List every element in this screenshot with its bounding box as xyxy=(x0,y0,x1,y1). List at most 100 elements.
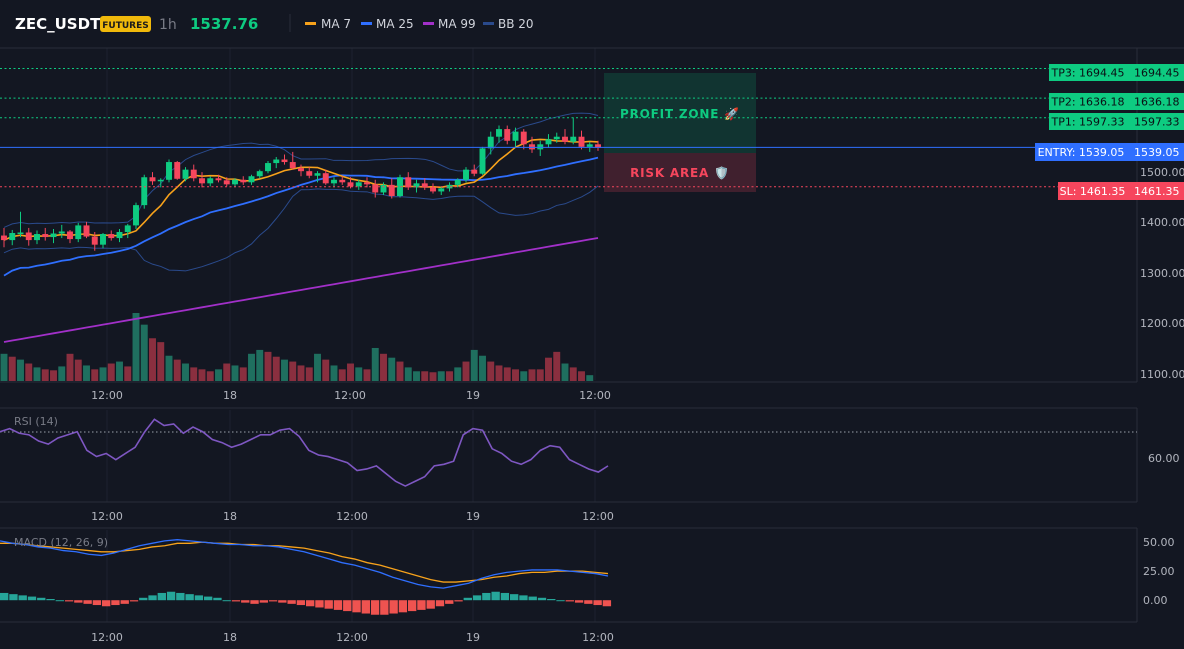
time-axis-macd[interactable]: 12:00 18 12:00 19 12:00 xyxy=(91,631,614,644)
volume-bar xyxy=(429,372,437,381)
volume-bar xyxy=(380,353,387,381)
price-tick: 1200.00 xyxy=(1140,317,1184,330)
macd-histogram-bar xyxy=(111,600,120,606)
volume-bar xyxy=(33,367,41,381)
macd-histogram-bar xyxy=(18,595,27,601)
time-axis-rsi[interactable]: 12:00 18 12:00 19 12:00 xyxy=(91,510,614,523)
candle-body xyxy=(232,179,238,185)
last-price: 1537.76 xyxy=(190,15,258,33)
candle-body xyxy=(67,231,73,240)
time-tick: 12:00 xyxy=(582,631,614,644)
volume-bar xyxy=(124,366,132,381)
candle xyxy=(562,129,568,145)
sl-tag-label: SL: 1461.35 xyxy=(1060,185,1126,198)
candle xyxy=(83,221,90,239)
volume-bar xyxy=(413,371,420,381)
entry-tag[interactable]: ENTRY: 1539.05 1539.05 xyxy=(1035,143,1184,161)
macd-histogram-bar xyxy=(491,591,500,601)
macd-histogram-bar xyxy=(157,592,166,601)
macd-histogram-bar xyxy=(380,600,389,615)
profit-zone-label: PROFIT ZONE 🚀 xyxy=(620,107,740,121)
time-tick: 12:00 xyxy=(334,389,366,402)
legend-item-ma25[interactable]: MA 25 xyxy=(361,17,414,31)
macd-histogram-bar xyxy=(333,600,343,610)
legend-label-ma7: MA 7 xyxy=(321,17,351,31)
candle-body xyxy=(446,184,453,189)
timeframe-label[interactable]: 1h xyxy=(159,17,177,33)
volume-bar xyxy=(479,355,486,381)
volume-bar xyxy=(140,324,148,381)
legend-item-bb20[interactable]: BB 20 xyxy=(483,17,534,31)
candle-body xyxy=(50,233,57,238)
volume-bar xyxy=(182,363,189,381)
time-axis-price[interactable]: 12:00 18 12:00 19 12:00 xyxy=(91,389,611,402)
candle xyxy=(496,125,502,143)
tp1-tag[interactable]: TP1: 1597.33 1597.33 xyxy=(1049,113,1184,130)
macd-histogram-bar xyxy=(296,600,306,606)
candle-body xyxy=(58,231,65,234)
price-tick: 1500.00 xyxy=(1140,166,1184,179)
price-tick: 1400.00 xyxy=(1140,216,1184,229)
candle xyxy=(397,174,403,198)
candle xyxy=(553,132,560,143)
candle xyxy=(446,182,453,192)
rsi-panel: RSI (14) 60.00 xyxy=(0,415,1180,487)
macd-histogram xyxy=(0,591,612,615)
candle-body xyxy=(149,177,156,182)
macd-histogram-bar xyxy=(241,600,250,603)
volume-bar xyxy=(437,371,445,381)
time-tick: 18 xyxy=(223,631,237,644)
volume-bar xyxy=(215,369,222,381)
candle-body xyxy=(75,225,82,240)
macd-histogram-bar xyxy=(231,600,241,602)
volume-bar xyxy=(512,369,519,381)
tp3-axis-label: 1694.45 xyxy=(1134,67,1180,80)
legend-swatch-ma7 xyxy=(305,22,316,25)
macd-histogram-bar xyxy=(324,600,333,609)
candle-body xyxy=(182,169,189,179)
sl-tag[interactable]: SL: 1461.35 1461.35 xyxy=(1058,182,1184,200)
macd-histogram-bar xyxy=(250,600,259,604)
macd-histogram-bar xyxy=(361,600,370,614)
price-axis[interactable]: 1500.00 1400.00 1300.00 1200.00 1100.00 xyxy=(1140,166,1184,381)
legend-item-ma7[interactable]: MA 7 xyxy=(305,17,351,31)
volume-bar xyxy=(322,359,330,381)
candle xyxy=(471,164,478,177)
macd-histogram-bar xyxy=(46,599,55,601)
candle-body xyxy=(487,136,494,149)
candle-body xyxy=(364,182,370,185)
macd-histogram-bar xyxy=(102,600,111,607)
volume-bar xyxy=(545,357,552,381)
legend-item-ma99[interactable]: MA 99 xyxy=(423,17,476,31)
candle xyxy=(1,227,7,248)
macd-histogram-bar xyxy=(584,600,593,604)
macd-histogram-bar xyxy=(9,594,18,601)
tp2-tag[interactable]: TP2: 1636.18 1636.18 xyxy=(1049,93,1184,110)
volume-bar xyxy=(281,359,288,381)
volume-bar xyxy=(569,367,577,381)
symbol-name[interactable]: ZEC_USDT xyxy=(15,15,101,33)
vertical-grid xyxy=(106,48,596,622)
candle xyxy=(9,229,16,246)
macd-histogram-bar xyxy=(370,600,380,615)
candle-body xyxy=(595,144,601,148)
candle-body xyxy=(397,177,403,197)
candle-body xyxy=(174,162,181,179)
candle-body xyxy=(355,182,362,187)
candle xyxy=(141,174,148,209)
candle-body xyxy=(108,234,115,239)
candle xyxy=(298,164,304,177)
volume-bar xyxy=(41,369,49,381)
tp3-tag-box xyxy=(1049,64,1127,81)
volume-bar xyxy=(454,367,462,381)
candle-body xyxy=(520,131,527,145)
candle-body xyxy=(372,184,379,193)
candle-body xyxy=(100,234,106,245)
candle xyxy=(25,227,32,246)
candle xyxy=(17,211,24,238)
candle xyxy=(199,172,205,188)
time-tick: 19 xyxy=(466,510,480,523)
tp3-tag[interactable]: TP3: 1694.45 1694.45 xyxy=(1049,64,1184,81)
macd-histogram-bar xyxy=(454,600,463,602)
